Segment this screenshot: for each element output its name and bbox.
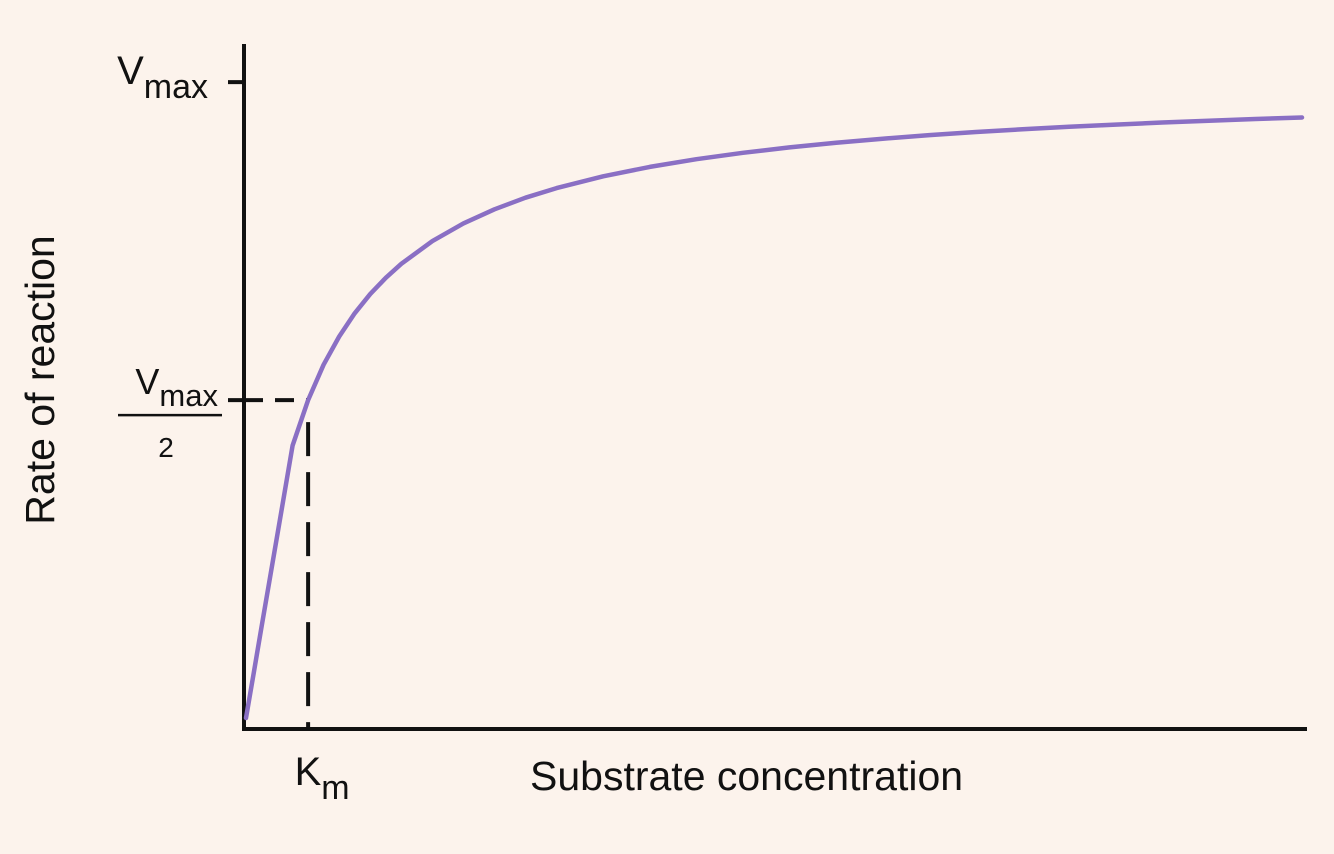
svg-text:Km: Km — [295, 750, 350, 807]
x-axis-label: Substrate concentration — [530, 753, 963, 799]
half-vmax-symbol: V — [135, 361, 159, 402]
vmax-symbol: V — [117, 49, 144, 93]
y-tick-label-vmax-half: Vmax 2 — [118, 361, 222, 463]
svg-text:Vmax: Vmax — [117, 49, 208, 106]
y-tick-label-vmax: Vmax — [117, 49, 208, 106]
vmax-subscript: max — [144, 68, 208, 106]
half-vmax-subscript: max — [159, 378, 218, 413]
km-symbol: K — [295, 750, 322, 794]
x-tick-label-km: Km — [295, 750, 350, 807]
rate-curve — [243, 115, 1305, 721]
fraction-denominator: 2 — [158, 432, 174, 463]
svg-text:Vmax: Vmax — [135, 361, 218, 413]
reference-lines — [244, 398, 311, 729]
tick-marks — [228, 80, 246, 403]
y-axis-label: Rate of reaction — [17, 235, 63, 524]
km-subscript: m — [321, 769, 349, 807]
